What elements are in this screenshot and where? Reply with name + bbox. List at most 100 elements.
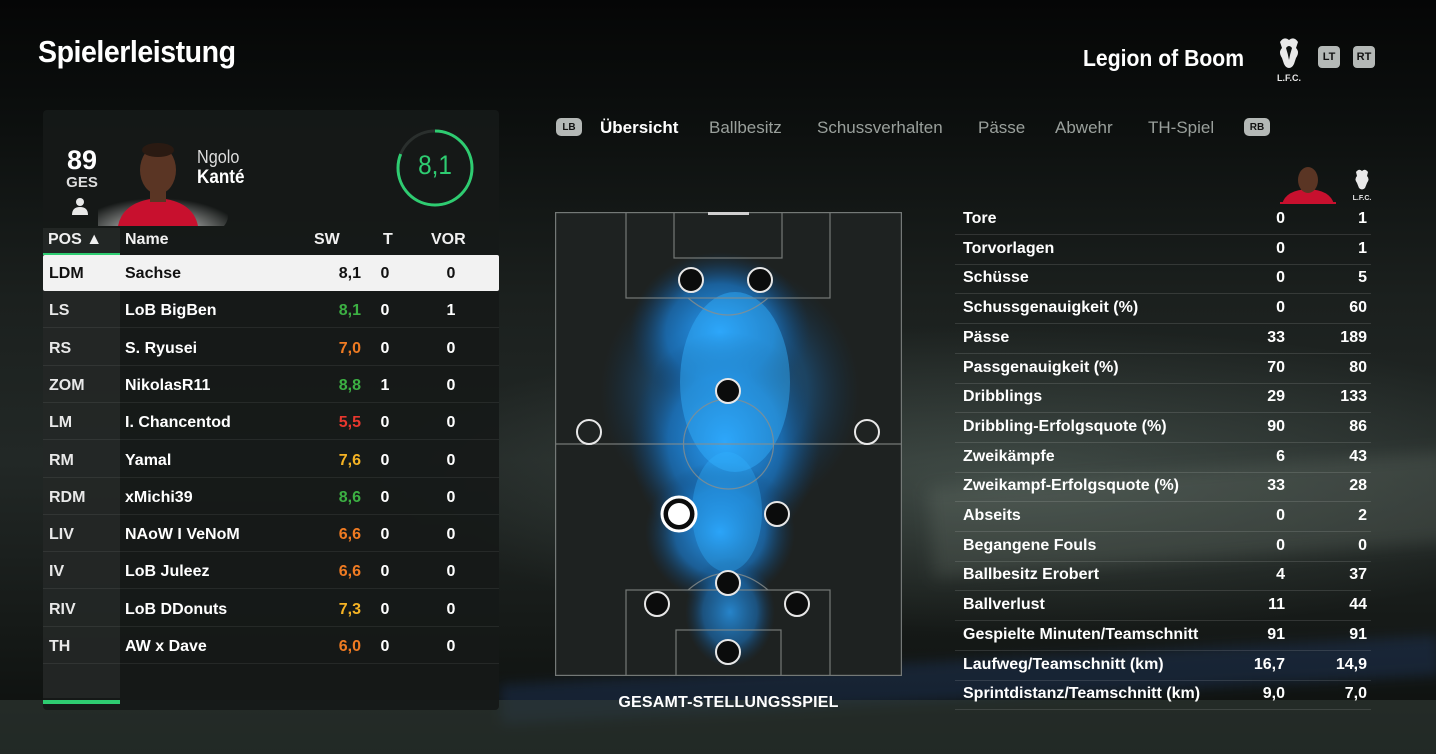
table-row[interactable]: TH AW x Dave 6,0 0 0 [43, 628, 499, 664]
club-crest-icon: L.F.C. [1277, 38, 1301, 83]
row-pos: RDM [49, 488, 86, 506]
rb-button[interactable]: RB [1244, 118, 1270, 136]
row-goals: 0 [380, 302, 390, 320]
tab-schussverhalten[interactable]: Schussverhalten [817, 118, 943, 137]
stat-row: Dribblings 29 133 [955, 384, 1371, 414]
stat-label: Torvorlagen [963, 239, 1055, 257]
stat-row: Laufweg/Teamschnitt (km) 16,7 14,9 [955, 652, 1371, 681]
stat-team-value: 1 [1358, 210, 1367, 227]
row-rating: 8,6 [338, 488, 361, 506]
row-assists: 0 [446, 488, 456, 506]
row-name: AW x Dave [125, 638, 207, 655]
player-portrait [98, 143, 228, 226]
stat-row: Passgenauigkeit (%) 70 80 [955, 355, 1371, 384]
column-header-pos[interactable]: POS ▲ [48, 231, 103, 248]
table-row[interactable]: LIV NAoW I VeNoM 6,6 0 0 [43, 516, 499, 553]
player-panel: 89 GES Ngolo Kanté 8,1 POS ▲ Name SW T V… [43, 110, 499, 710]
stat-player-value: 70 [1267, 358, 1285, 376]
row-rating: 7,3 [338, 600, 361, 618]
stat-team-value: 7,0 [1344, 685, 1367, 703]
row-pos: LDM [49, 265, 84, 282]
stat-row: Sprintdistanz/Teamschnitt (km) 9,0 7,0 [955, 681, 1371, 711]
player-stat-column-icon [1280, 167, 1336, 204]
column-header-t[interactable]: T [383, 231, 393, 248]
row-rating: 5,5 [338, 414, 361, 432]
stat-label: Dribbling-Erfolgsquote (%) [963, 417, 1167, 435]
table-row[interactable]: RIV LoB DDonuts 7,3 0 0 [43, 591, 499, 627]
tab-abwehr[interactable]: Abwehr [1055, 118, 1113, 137]
row-goals: 0 [380, 526, 390, 544]
pos-column-strip [43, 228, 120, 698]
table-row[interactable]: ZOM NikolasR11 8,8 1 0 [43, 367, 499, 403]
stat-player-value: 33 [1267, 328, 1285, 346]
row-assists: 1 [446, 302, 456, 320]
stat-player-value: 0 [1276, 269, 1285, 287]
row-name: LoB Juleez [125, 563, 210, 581]
table-row[interactable]: LM I. Chancentod 5,5 0 0 [43, 404, 499, 441]
row-assists: 0 [446, 339, 456, 357]
column-header-name[interactable]: Name [125, 231, 169, 248]
stat-team-value: 43 [1349, 447, 1367, 465]
table-row[interactable]: RDM xMichi39 8,6 0 0 [43, 479, 499, 515]
stat-label: Pässe [963, 328, 1010, 346]
row-rating: 8,8 [338, 376, 361, 394]
position-marker [715, 378, 741, 404]
stat-row: Zweikämpfe 6 43 [955, 444, 1371, 473]
row-name: LoB DDonuts [125, 600, 228, 618]
team-name: Legion of Boom [1082, 45, 1244, 71]
stat-label: Abseits [963, 507, 1021, 524]
tab-paesse[interactable]: Pässe [978, 118, 1026, 137]
position-marker [784, 591, 810, 617]
tab-uebersicht[interactable]: Übersicht [600, 118, 679, 137]
stat-row: Pässe 33 189 [955, 325, 1371, 354]
table-row[interactable]: RS S. Ryusei 7,0 0 0 [43, 330, 499, 366]
stat-player-value: 16,7 [1253, 655, 1285, 673]
row-rating: 7,0 [338, 339, 361, 357]
match-score-value: 8,1 [418, 150, 452, 180]
stat-label: Begangene Fouls [963, 536, 1097, 554]
stat-label: Schussgenauigkeit (%) [963, 299, 1139, 317]
stat-row: Ballbesitz Erobert 4 37 [955, 562, 1371, 592]
stat-row: Ballverlust 11 44 [955, 592, 1371, 622]
player-overall-rating: 89 [66, 145, 98, 175]
player-first-name: Ngolo [197, 147, 240, 167]
stat-team-value: 60 [1349, 299, 1367, 317]
player-last-name: Kanté [197, 167, 245, 188]
row-assists: 0 [446, 265, 456, 282]
column-header-sw[interactable]: SW [314, 231, 340, 248]
table-row[interactable]: RM Yamal 7,6 0 0 [43, 442, 499, 478]
row-rating: 7,6 [338, 451, 361, 469]
stat-player-value: 0 [1276, 299, 1285, 317]
stat-player-value: 33 [1267, 477, 1285, 495]
stat-player-value: 0 [1276, 210, 1285, 227]
row-goals: 0 [380, 488, 390, 506]
stat-team-value: 28 [1349, 477, 1367, 495]
stat-team-value: 86 [1349, 417, 1367, 435]
table-row[interactable]: LDM Sachse 8,1 0 0 [43, 255, 499, 291]
stat-label: Ballverlust [963, 596, 1045, 614]
table-row[interactable]: LS LoB BigBen 8,1 0 1 [43, 292, 499, 329]
stat-player-value: 90 [1267, 417, 1285, 435]
stat-player-value: 6 [1276, 447, 1285, 465]
row-goals: 0 [380, 563, 390, 581]
stat-row: Abseits 0 2 [955, 503, 1371, 532]
stat-team-value: 80 [1349, 358, 1367, 376]
position-marker [678, 267, 704, 293]
stat-player-value: 0 [1276, 239, 1285, 257]
row-name: NAoW I VeNoM [125, 526, 240, 544]
stat-team-value: 37 [1349, 566, 1367, 584]
lb-button[interactable]: LB [556, 118, 582, 136]
tab-th-spiel[interactable]: TH-Spiel [1148, 118, 1215, 137]
stat-label: Zweikämpfe [963, 447, 1055, 465]
lt-button[interactable]: LT [1318, 46, 1340, 68]
row-pos: TH [49, 638, 71, 655]
rt-button[interactable]: RT [1353, 46, 1375, 68]
stat-label: Passgenauigkeit (%) [963, 358, 1119, 376]
column-header-vor[interactable]: VOR [431, 231, 466, 248]
stat-team-value: 14,9 [1335, 655, 1367, 673]
stat-player-value: 4 [1276, 566, 1285, 584]
stat-label: Tore [963, 210, 997, 227]
position-marker [715, 570, 741, 596]
table-row[interactable]: IV LoB Juleez 6,6 0 0 [43, 553, 499, 590]
tab-ballbesitz[interactable]: Ballbesitz [709, 118, 782, 137]
